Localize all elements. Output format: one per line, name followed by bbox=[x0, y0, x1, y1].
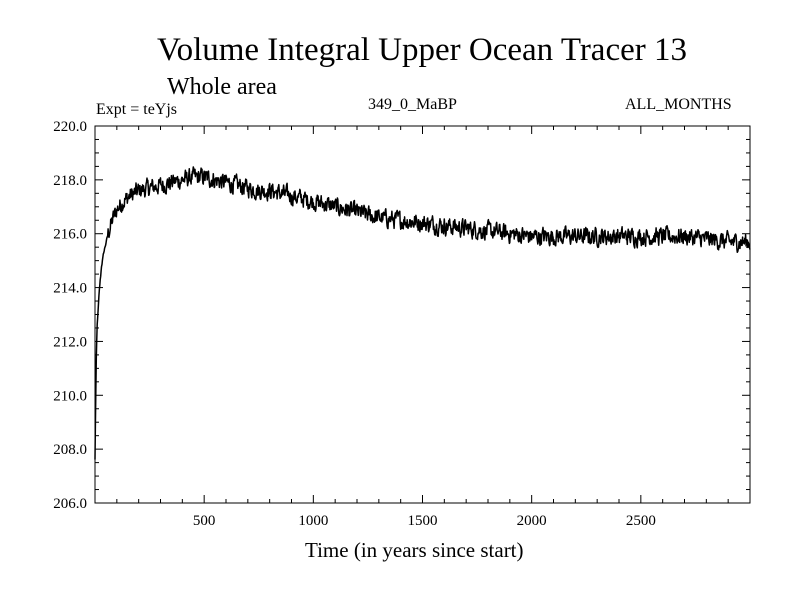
x-tick-label: 2000 bbox=[517, 513, 547, 529]
chart-subtitle: Whole area bbox=[167, 74, 277, 100]
period-label: ALL_MONTHS bbox=[625, 96, 732, 113]
y-tick-label: 220.0 bbox=[53, 119, 87, 135]
plot-frame bbox=[94, 125, 751, 504]
series-layer bbox=[94, 166, 751, 460]
y-ticks: 206.0 208.0 210.0 212.0 214.0 216.0 218.0 220.0 bbox=[53, 119, 750, 512]
x-ticks: 500 1000 1500 2000 2500 bbox=[116, 126, 729, 529]
x-tick-label: 2500 bbox=[626, 513, 656, 529]
y-tick-label: 214.0 bbox=[53, 281, 87, 297]
y-tick-label: 216.0 bbox=[53, 227, 87, 243]
y-tick-label: 210.0 bbox=[53, 388, 87, 404]
y-tick-label: 218.0 bbox=[53, 173, 87, 189]
x-tick-label: 1500 bbox=[408, 513, 438, 529]
experiment-label: Expt = teYjs bbox=[96, 101, 178, 118]
x-tick-label: 500 bbox=[193, 513, 216, 529]
y-tick-label: 206.0 bbox=[53, 496, 87, 512]
run-label: 349_0_MaBP bbox=[368, 96, 457, 113]
x-axis-label: Time (in years since start) bbox=[305, 538, 524, 562]
y-tick-label: 212.0 bbox=[53, 334, 87, 350]
chart-title: Volume Integral Upper Ocean Tracer 13 bbox=[157, 32, 687, 68]
series-line bbox=[94, 166, 751, 460]
x-tick-label: 1000 bbox=[298, 513, 328, 529]
y-tick-label: 208.0 bbox=[53, 442, 87, 458]
